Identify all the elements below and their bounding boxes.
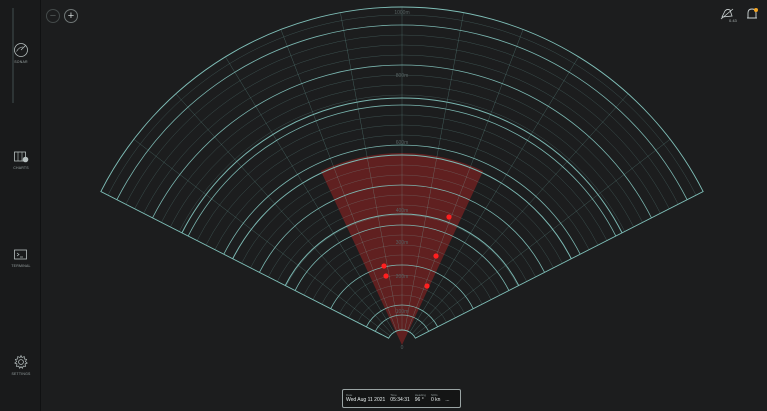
sidebar-item-settings[interactable]: Settings xyxy=(4,348,38,382)
sonar-range-ring xyxy=(357,294,447,323)
sonar-target-1 xyxy=(446,214,452,220)
sonar-target-4 xyxy=(383,273,389,279)
sidebar-item-sonar[interactable]: Sonar xyxy=(4,36,38,70)
alert-mute-button[interactable]: 0.43 xyxy=(719,7,737,26)
sonar-range-label: 1000m xyxy=(394,10,409,16)
time-label: Time xyxy=(390,393,397,397)
sonar-spoke xyxy=(340,12,400,331)
heading-label: Heading xyxy=(414,393,426,397)
sonar-range-labels: 1000m 800m 600m 400m 300m 200m 100m 0 xyxy=(394,10,409,351)
sonar-range-label: 100m xyxy=(396,309,409,315)
sonar-spoke xyxy=(404,12,464,331)
sonar-range-ring-major xyxy=(223,144,581,255)
sonar-range-ring xyxy=(339,274,465,314)
map-icon xyxy=(14,151,29,163)
sidebar-label-charts: Charts xyxy=(13,166,29,170)
sonar-display: 1000m 800m 600m 400m 300m 200m 100m 0 xyxy=(100,6,704,351)
status-date: Date Wed Aug 11 2021 xyxy=(346,391,385,406)
bell-icon xyxy=(747,8,758,19)
sonar-range-ring xyxy=(277,204,527,282)
sonar-range-ring xyxy=(348,284,456,318)
sonar-range-ring xyxy=(268,194,536,277)
sidebar-label-sonar: Sonar xyxy=(14,60,28,64)
sonar-range-ring xyxy=(250,174,554,268)
sonar-range-ring-major xyxy=(232,154,572,259)
radar-icon xyxy=(14,43,28,57)
sidebar-item-charts[interactable]: Charts xyxy=(4,143,38,177)
sonar-range-ring xyxy=(286,214,518,287)
sonar-range-ring-major xyxy=(374,314,430,332)
gear-icon xyxy=(14,354,28,369)
sonar-spoke xyxy=(413,139,671,337)
sonar-spoke xyxy=(133,139,391,337)
sonar-spoke xyxy=(225,56,395,333)
status-sog: SOG 0 kn xyxy=(431,391,440,406)
date-value: Wed Aug 11 2021 xyxy=(346,397,386,403)
alert-count: 0.43 xyxy=(729,18,737,23)
status-heading: Heading 96 ° xyxy=(415,391,426,406)
sog-label: SOG xyxy=(430,393,438,397)
sonar-targets xyxy=(381,214,452,289)
sidebar-active-indicator xyxy=(12,8,14,103)
sonar-spoke xyxy=(175,93,393,334)
sonar-range-ring-major xyxy=(187,104,617,237)
sidebar: Sonar Charts Terminal Settings xyxy=(0,0,41,411)
status-time: Time 05:34:31 xyxy=(390,391,409,406)
sonar-range-ring-major xyxy=(181,97,623,234)
sonar-range-ring-major xyxy=(116,24,688,200)
sonar-spoke xyxy=(280,29,397,332)
sonar-range-label: 200m xyxy=(396,274,409,280)
sog-value: 0 kn xyxy=(430,397,441,403)
sidebar-item-terminal[interactable]: Terminal xyxy=(4,241,38,275)
sonar-range-label: 600m xyxy=(396,140,409,146)
bell-off-icon xyxy=(720,8,734,20)
sidebar-label-terminal: Terminal xyxy=(11,264,31,268)
time-value: 05:34:31 xyxy=(390,397,410,403)
sonar-range-label: 300m xyxy=(396,240,409,246)
sonar-range-ring xyxy=(312,244,492,300)
sonar-spoke xyxy=(411,93,629,334)
zoom-out-button[interactable]: − xyxy=(46,9,60,23)
zoom-in-button[interactable]: + xyxy=(64,9,78,23)
terminal-icon xyxy=(14,249,27,260)
extra-value: ... xyxy=(445,397,450,403)
notifications-button[interactable] xyxy=(745,7,759,26)
heading-value: 96 ° xyxy=(414,397,424,403)
sonar-target-3 xyxy=(381,263,387,269)
status-bar: Date Wed Aug 11 2021 Time 05:34:31 Headi… xyxy=(342,389,461,408)
sonar-range-ring-major xyxy=(259,184,545,273)
sonar-range-ring xyxy=(205,124,599,246)
sonar-range-ring xyxy=(321,254,483,305)
sonar-grid xyxy=(100,6,704,345)
status-extra: ... xyxy=(445,391,449,406)
sonar-target-5 xyxy=(424,283,430,289)
sonar-range-label: 400m xyxy=(396,208,409,214)
sonar-fan-outline xyxy=(100,6,704,339)
date-label: Date xyxy=(346,393,353,397)
sonar-target-2 xyxy=(433,253,439,259)
sonar-range-ring-major xyxy=(330,264,474,309)
sonar-origin-label: 0 xyxy=(401,345,404,351)
sonar-range-ring xyxy=(303,234,501,296)
sonar-spoke xyxy=(409,56,579,333)
sonar-range-ring-major xyxy=(284,213,520,286)
zoom-controls: − + xyxy=(46,9,78,23)
sonar-range-ring-major xyxy=(366,304,438,328)
top-right-controls: 0.43 xyxy=(719,7,759,26)
sonar-range-ring-major xyxy=(294,224,510,291)
sonar-range-ring-major xyxy=(152,64,652,219)
sonar-spoke xyxy=(407,29,524,332)
sidebar-label-settings: Settings xyxy=(11,372,31,376)
sonar-range-label: 800m xyxy=(396,73,409,79)
